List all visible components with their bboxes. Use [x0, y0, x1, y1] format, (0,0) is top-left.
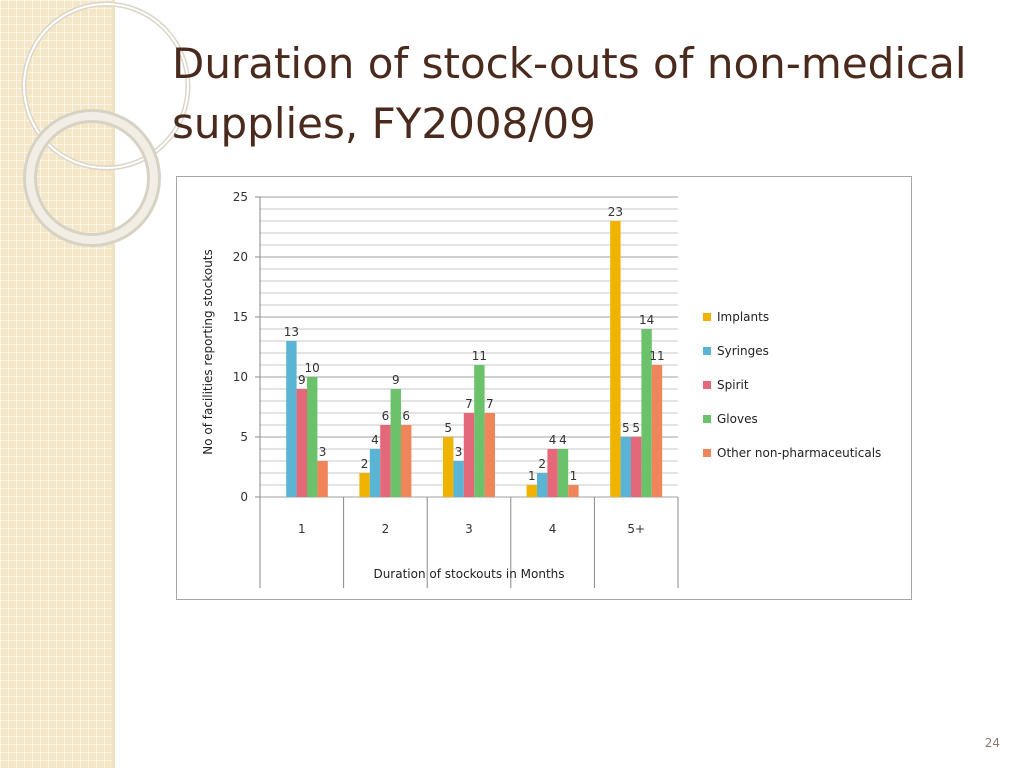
slide-title: Duration of stock-outs of non-medical su…: [172, 39, 967, 148]
x-tick-label: 5+: [627, 522, 645, 536]
data-label: 11: [649, 349, 664, 363]
data-label: 7: [465, 397, 473, 411]
decorative-rings: [21, 1, 191, 247]
y-tick-label: 20: [233, 250, 248, 264]
data-label: 4: [549, 433, 557, 447]
legend-label: Gloves: [717, 412, 758, 426]
bar: [537, 473, 548, 497]
bar: [631, 437, 642, 497]
legend-swatch: [703, 449, 711, 457]
bar: [484, 413, 495, 497]
y-tick-label: 10: [233, 370, 248, 384]
y-tick-label: 5: [240, 430, 248, 444]
data-label: 1: [528, 469, 536, 483]
data-label: 1: [570, 469, 578, 483]
bar: [526, 485, 537, 497]
y-tick-label: 0: [240, 490, 248, 504]
bar: [359, 473, 370, 497]
data-label: 10: [305, 361, 320, 375]
data-label: 2: [538, 457, 546, 471]
data-label: 5: [444, 421, 452, 435]
data-label: 9: [298, 373, 306, 387]
bar: [380, 425, 391, 497]
legend-label: Implants: [717, 310, 769, 324]
data-label: 2: [361, 457, 369, 471]
y-tick-label: 15: [233, 310, 248, 324]
bar: [568, 485, 579, 497]
bar: [317, 461, 328, 497]
data-label: 9: [392, 373, 400, 387]
legend-label: Other non-pharmaceuticals: [717, 446, 881, 460]
bar: [443, 437, 454, 497]
bar: [641, 329, 652, 497]
data-label: 3: [319, 445, 327, 459]
bar: [651, 365, 663, 497]
data-label: 6: [382, 409, 390, 423]
bar: [307, 377, 318, 497]
x-tick-label: 3: [465, 522, 473, 536]
data-label: 13: [284, 325, 299, 339]
legend-label: Spirit: [717, 378, 749, 392]
data-label: 6: [402, 409, 410, 423]
bar: [453, 461, 464, 497]
legend-swatch: [703, 381, 711, 389]
bar: [286, 341, 297, 497]
bar: [474, 365, 485, 497]
x-tick-label: 4: [549, 522, 557, 536]
slide-number: 24: [984, 736, 1000, 750]
bar: [547, 449, 558, 497]
data-label: 11: [472, 349, 487, 363]
bar: [557, 449, 569, 497]
bar: [610, 221, 621, 497]
bar: [296, 389, 307, 497]
x-tick-label: 2: [382, 522, 390, 536]
legend-swatch: [703, 313, 711, 321]
data-label: 5: [622, 421, 630, 435]
x-tick-label: 1: [298, 522, 306, 536]
data-label: 5: [632, 421, 640, 435]
bar: [463, 413, 475, 497]
legend-label: Syringes: [717, 344, 769, 358]
data-label: 4: [371, 433, 379, 447]
data-label: 4: [559, 433, 567, 447]
legend-swatch: [703, 347, 711, 355]
bar: [369, 449, 381, 497]
data-label: 14: [639, 313, 654, 327]
data-label: 7: [486, 397, 494, 411]
x-axis-title: Duration of stockouts in Months: [373, 567, 564, 581]
data-label: 3: [455, 445, 463, 459]
legend-swatch: [703, 415, 711, 423]
bar: [620, 437, 631, 497]
chart-frame: [176, 176, 912, 600]
bar: [390, 389, 401, 497]
y-tick-label: 25: [233, 190, 248, 204]
bar: [401, 425, 412, 497]
side-divider: [112, 0, 115, 768]
data-label: 23: [608, 205, 623, 219]
y-axis-title: No of facilities reporting stockouts: [201, 249, 215, 455]
